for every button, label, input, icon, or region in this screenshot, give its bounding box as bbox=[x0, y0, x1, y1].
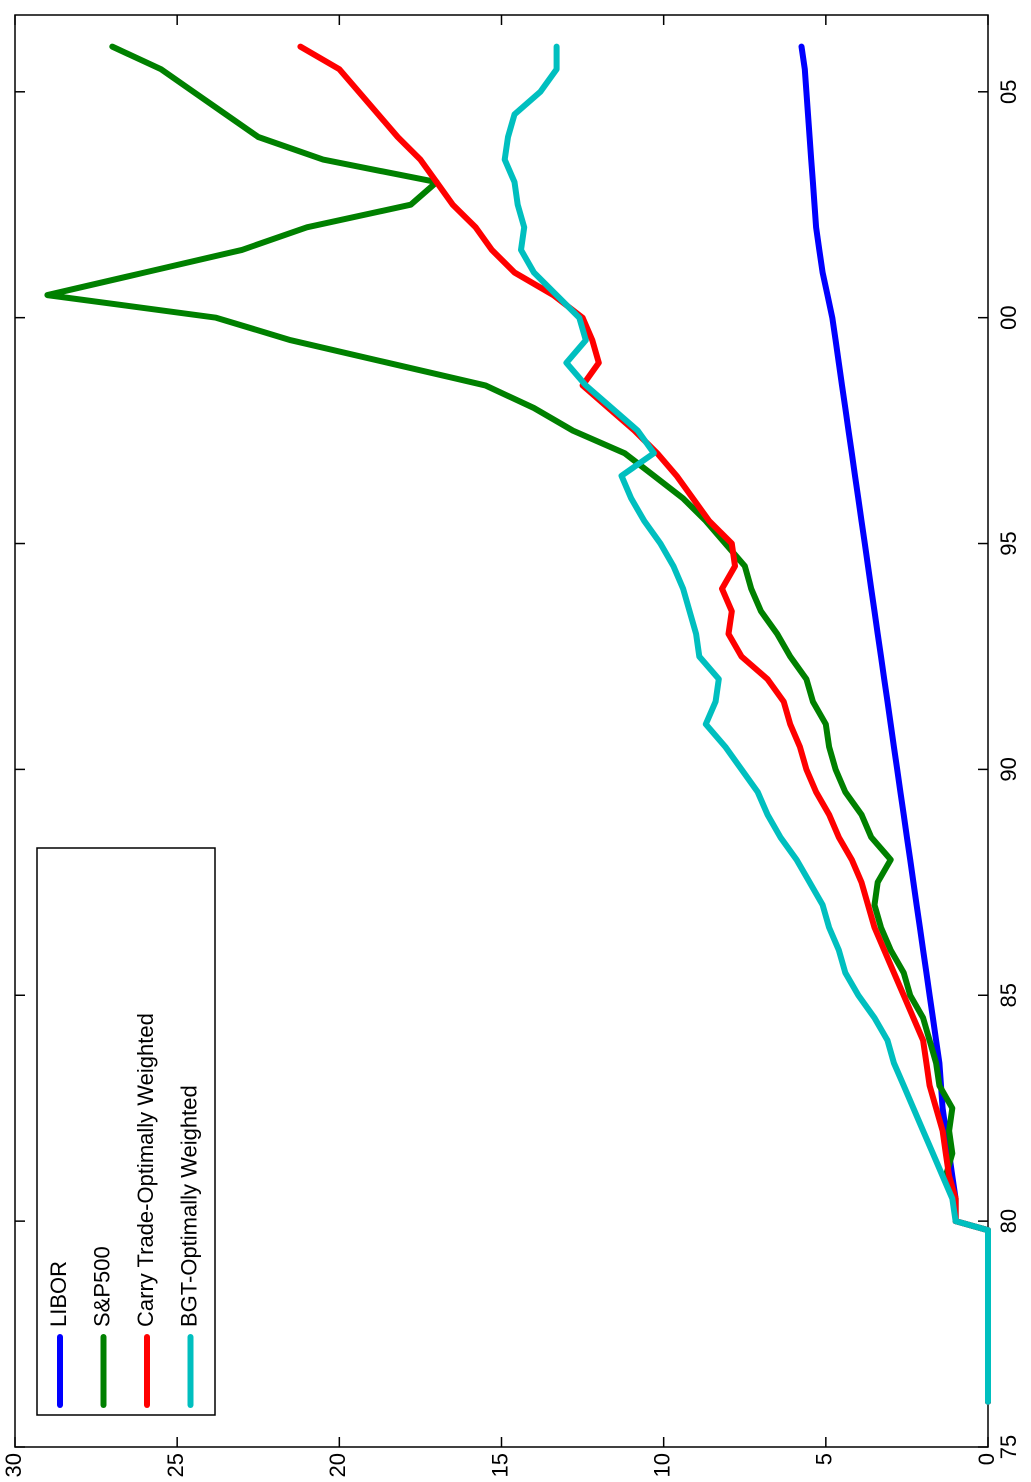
legend-label: Carry Trade-Optimally Weighted bbox=[133, 1013, 158, 1327]
legend: LIBOR S&P500 Carry Trade-Optimally Weighte… bbox=[36, 847, 216, 1416]
series-line bbox=[297, 43, 991, 1405]
y-tick-label: 0 bbox=[974, 1453, 999, 1465]
x-tick-label: 80 bbox=[996, 1209, 1021, 1233]
x-tick-label: 75 bbox=[996, 1435, 1021, 1459]
y-tick-label: 25 bbox=[163, 1453, 188, 1477]
series-line bbox=[501, 43, 991, 1405]
y-tick-label: 20 bbox=[325, 1453, 350, 1477]
x-tick-label: 90 bbox=[996, 757, 1021, 781]
legend-label: BGT-Optimally Weighted bbox=[176, 1085, 201, 1327]
x-tick-label: 95 bbox=[996, 531, 1021, 555]
y-tick-label: 5 bbox=[812, 1453, 837, 1465]
legend-label: S&P500 bbox=[89, 1246, 114, 1327]
x-tick-label: 05 bbox=[996, 80, 1021, 104]
x-tick-label: 00 bbox=[996, 305, 1021, 329]
legend-box bbox=[36, 847, 216, 1416]
y-tick-label: 10 bbox=[649, 1453, 674, 1477]
y-tick-label: 30 bbox=[1, 1453, 26, 1477]
legend-label: LIBOR bbox=[46, 1261, 71, 1327]
series-line bbox=[44, 43, 991, 1405]
y-tick-label: 15 bbox=[487, 1453, 512, 1477]
x-tick-label: 85 bbox=[996, 983, 1021, 1007]
series-line bbox=[798, 43, 991, 1405]
